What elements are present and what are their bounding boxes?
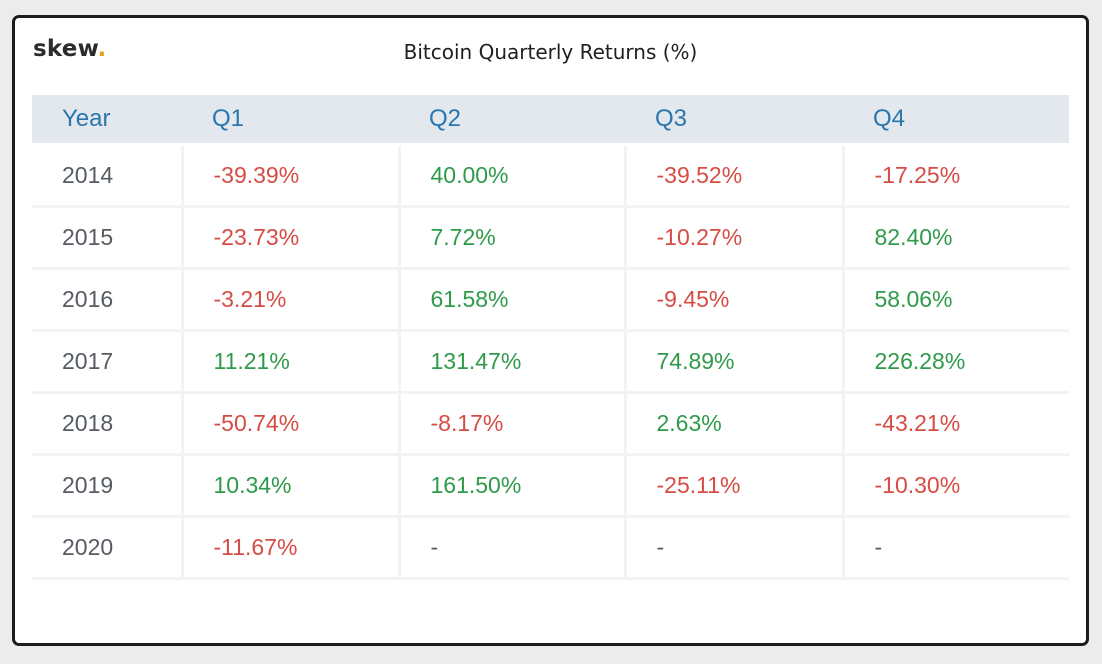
header-row: Year Q1 Q2 Q3 Q4 [32,95,1069,146]
year-cell: 2018 [32,392,182,456]
table-row: 2017 11.21% 131.47% 74.89% 226.28% [32,330,1069,394]
q2-return-cell: 131.47% [397,330,625,394]
q1-return-cell: -50.74% [180,392,399,456]
q2-return-cell: 161.50% [397,454,625,518]
logo-text: skew [33,36,98,62]
q1-return-cell: -39.39% [180,144,399,208]
skew-logo: skew. [33,36,106,62]
year-cell: 2014 [32,144,182,208]
q3-return-cell: -25.11% [623,454,843,518]
q1-return-cell: -23.73% [180,206,399,270]
q2-return-cell: 40.00% [397,144,625,208]
q3-return-cell: -9.45% [623,268,843,332]
q2-return-cell: -8.17% [397,392,625,456]
table-row: 2019 10.34% 161.50% -25.11% -10.30% [32,454,1069,518]
q3-return-cell: -39.52% [623,144,843,208]
table-row: 2014 -39.39% 40.00% -39.52% -17.25% [32,144,1069,208]
q2-return-cell: 7.72% [397,206,625,270]
q4-return-cell: 82.40% [841,206,1069,270]
header-q1: Q1 [182,95,399,146]
q4-return-cell: -17.25% [841,144,1069,208]
table-body: 2014 -39.39% 40.00% -39.52% -17.25% 2015 -23.7… [32,144,1069,580]
q2-return-cell: 61.58% [397,268,625,332]
q1-return-cell: 11.21% [180,330,399,394]
header-year: Year [32,95,182,146]
table-row: 2020 -11.67% - - - [32,516,1069,580]
q3-return-cell: - [623,516,843,580]
table-row: 2016 -3.21% 61.58% -9.45% 58.06% [32,268,1069,332]
q2-return-cell: - [397,516,625,580]
chart-card: skew. Bitcoin Quarterly Returns (%) Year… [12,15,1089,646]
q1-return-cell: -3.21% [180,268,399,332]
q1-return-cell: -11.67% [180,516,399,580]
q3-return-cell: -10.27% [623,206,843,270]
logo-dot: . [97,36,107,62]
year-cell: 2017 [32,330,182,394]
q4-return-cell: -10.30% [841,454,1069,518]
q4-return-cell: - [841,516,1069,580]
year-cell: 2016 [32,268,182,332]
q3-return-cell: 2.63% [623,392,843,456]
table-row: 2018 -50.74% -8.17% 2.63% -43.21% [32,392,1069,456]
header-q3: Q3 [625,95,843,146]
q1-return-cell: 10.34% [180,454,399,518]
returns-table: Year Q1 Q2 Q3 Q4 2014 -39.39% 40.00% -39.52… [32,95,1069,580]
q4-return-cell: 58.06% [841,268,1069,332]
q4-return-cell: 226.28% [841,330,1069,394]
header-q2: Q2 [399,95,625,146]
table-row: 2015 -23.73% 7.72% -10.27% 82.40% [32,206,1069,270]
q3-return-cell: 74.89% [623,330,843,394]
year-cell: 2019 [32,454,182,518]
year-cell: 2020 [32,516,182,580]
year-cell: 2015 [32,206,182,270]
chart-title: Bitcoin Quarterly Returns (%) [403,40,698,64]
q4-return-cell: -43.21% [841,392,1069,456]
header-q4: Q4 [843,95,1069,146]
